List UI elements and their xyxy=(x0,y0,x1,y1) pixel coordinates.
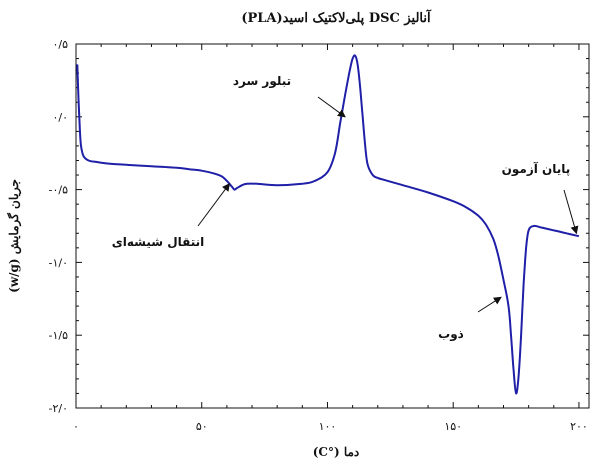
annotation-arrow xyxy=(197,182,230,227)
annotation-arrow xyxy=(563,189,579,235)
x-tick-label: ۵۰ xyxy=(196,420,208,433)
chart-title: آنالیز DSC پلی‌لاکتیک اسید(PLA) xyxy=(241,9,432,26)
series-line-heat-flow xyxy=(76,54,580,395)
annotation-label: پایان آزمون xyxy=(502,161,571,177)
annotation-label: تبلور سرد xyxy=(233,74,291,89)
annotation-arrow xyxy=(477,296,502,313)
x-axis-ticks: ۰ ۵۰ ۱۰۰ ۱۵۰ ۲۰۰ xyxy=(73,44,588,433)
y-tick-label: -۱/۰ xyxy=(49,256,69,269)
x-axis-label: دما (°C) xyxy=(313,445,360,459)
annotations: تبلور سرد انتقال شیشه‌ای پایان آزمون ذوب xyxy=(112,74,579,342)
plot-frame xyxy=(75,43,590,409)
x-tick-label: ۰ xyxy=(73,420,79,433)
y-tick-label: -۲/۰ xyxy=(49,402,69,415)
annotation-label: ذوب xyxy=(438,327,464,342)
x-tick-label: ۱۵۰ xyxy=(444,420,462,433)
y-tick-label: ۰/۰ xyxy=(52,111,68,124)
minor-ticks xyxy=(76,44,589,408)
y-axis-label: جریان گرمایش (w/g) xyxy=(6,179,22,293)
y-tick-label: ۰/۵ xyxy=(52,38,68,51)
x-tick-label: ۲۰۰ xyxy=(570,420,588,433)
x-tick-label: ۱۰۰ xyxy=(319,420,337,433)
annotation-label: انتقال شیشه‌ای xyxy=(112,235,205,249)
y-axis-ticks: ۰/۵ ۰/۰ -۰/۵ -۱/۰ -۱/۵ -۲/۰ xyxy=(49,38,589,415)
annotation-arrow xyxy=(317,96,346,118)
y-tick-label: -۱/۵ xyxy=(49,329,69,342)
y-tick-label: -۰/۵ xyxy=(49,184,69,197)
